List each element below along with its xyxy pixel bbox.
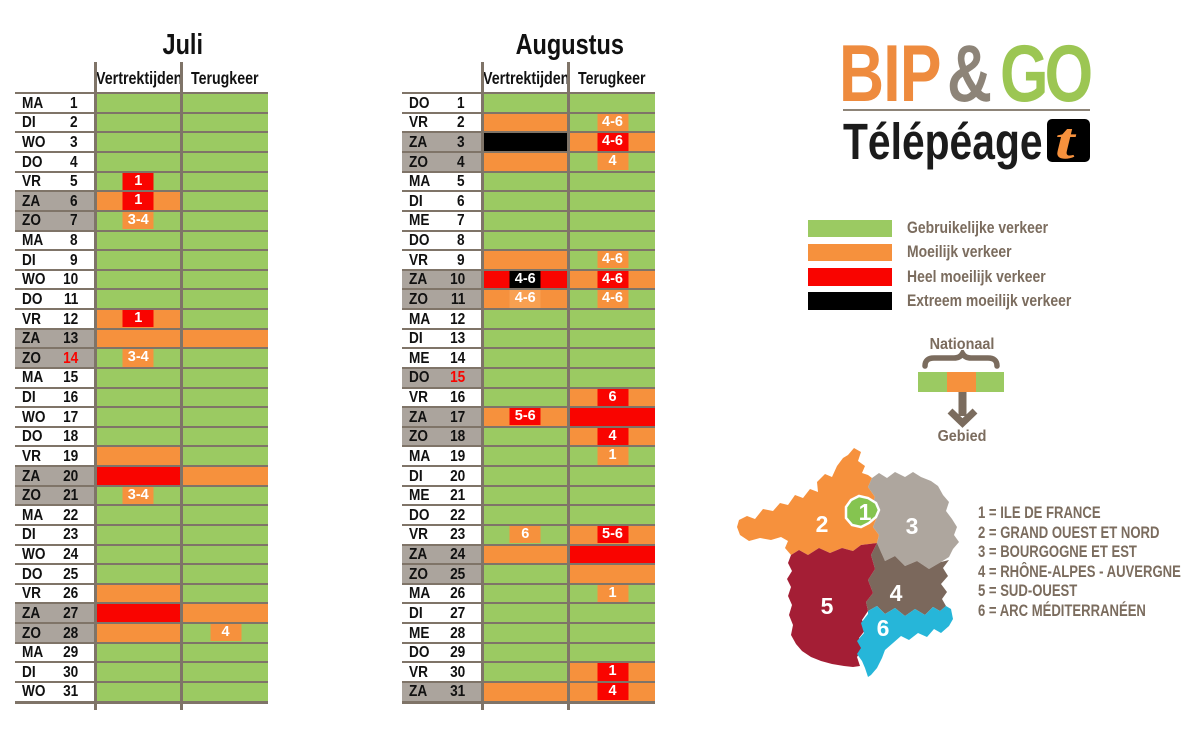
svg-text:3: 3 (906, 513, 919, 539)
svg-text:2: 2 (816, 511, 829, 537)
svg-text:5: 5 (821, 593, 834, 619)
svg-text:4: 4 (890, 580, 903, 606)
svg-text:1: 1 (859, 499, 872, 525)
svg-text:6: 6 (877, 615, 890, 641)
